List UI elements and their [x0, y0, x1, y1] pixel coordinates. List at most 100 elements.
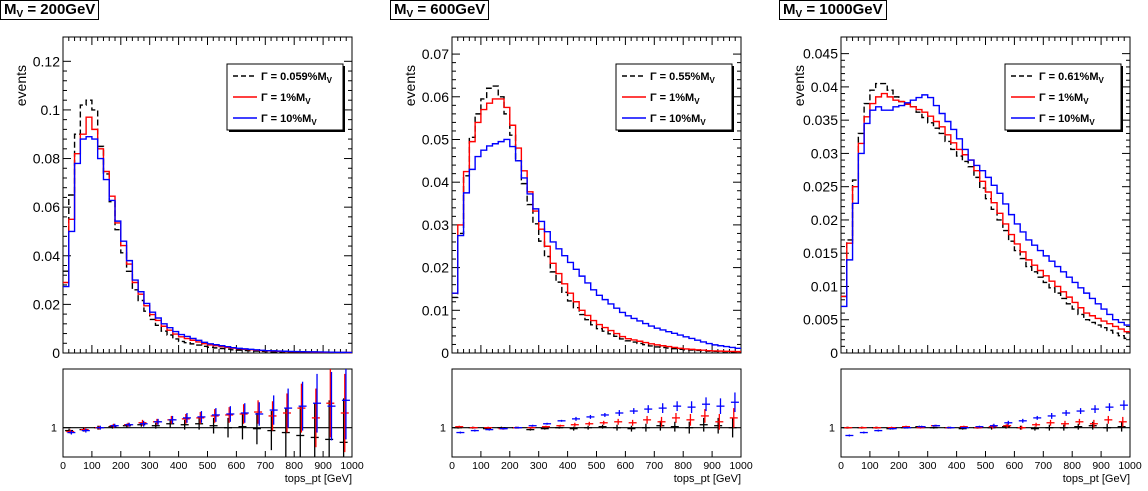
x-tick-label: 700	[646, 460, 664, 472]
series-line-2	[452, 138, 741, 350]
legend-label-text: Γ = 0.059%M	[261, 71, 327, 83]
series-line-0	[63, 99, 352, 354]
series-line-1	[452, 98, 741, 353]
x-tick-label: 1000	[729, 460, 753, 472]
x-tick-label: 200	[890, 460, 908, 472]
y-tick-label: 0.04	[811, 79, 838, 95]
x-tick-label: 1000	[1118, 460, 1142, 472]
ratio-y-tick-label: 1	[829, 423, 835, 435]
x-tick-label: 0	[60, 460, 66, 472]
legend-label-sub: V	[700, 118, 706, 127]
series-line-0	[841, 82, 1130, 340]
legend-label-text: Γ = 10%M	[650, 113, 700, 125]
x-tick-label: 900	[703, 460, 721, 472]
x-tick-label: 800	[285, 460, 303, 472]
y-tick-label: 0.12	[33, 53, 60, 69]
legend-label-1: Γ = 1%MV	[650, 92, 700, 106]
x-tick-label: 400	[948, 460, 966, 472]
legend-label-text: Γ = 1%M	[261, 92, 305, 104]
legend-label-text: Γ = 1%M	[650, 92, 694, 104]
panel-title-600: MV = 600GeV	[390, 0, 490, 20]
x-tick-label: 500	[977, 460, 995, 472]
x-tick-label: 400	[170, 460, 188, 472]
x-tick-label: 1000	[340, 460, 364, 472]
y-tick-label: 0.025	[803, 179, 838, 195]
panel-title-1000: MV = 1000GeV	[779, 0, 887, 20]
series-line-2	[63, 135, 352, 354]
legend-label-sub: V	[1083, 97, 1089, 106]
y-tick-label: 0.04	[422, 174, 449, 190]
ratio-plot-frame	[840, 368, 1131, 458]
series-line-1	[63, 116, 352, 354]
series-line-1	[841, 92, 1130, 333]
y-tick-label: 0.06	[33, 199, 60, 215]
legend-label-sub: V	[311, 118, 317, 127]
legend-label-0: Γ = 0.059%MV	[261, 71, 333, 85]
y-tick-label: 0.05	[422, 131, 449, 147]
title-mass-symbol: M	[394, 1, 407, 18]
x-tick-label: 100	[83, 460, 101, 472]
legend-label-2: Γ = 10%MV	[261, 113, 317, 127]
y-tick-label: 0.03	[422, 217, 449, 233]
y-tick-label: 0.02	[33, 296, 60, 312]
legend-label-text: Γ = 0.55%M	[650, 71, 710, 83]
x-tick-label: 700	[257, 460, 275, 472]
y-tick-label: 0.015	[803, 245, 838, 261]
y-axis-label: events	[13, 65, 29, 106]
legend-label-sub: V	[694, 97, 700, 106]
title-value: = 600GeV	[413, 1, 486, 18]
x-tick-label: 900	[314, 460, 332, 472]
x-tick-label: 100	[472, 460, 490, 472]
x-tick-label: 600	[1006, 460, 1024, 472]
x-axis-label: tops_pt [GeV]	[1063, 473, 1130, 485]
x-tick-label: 300	[141, 460, 159, 472]
legend-label-sub: V	[1089, 118, 1095, 127]
series-line-0	[452, 85, 741, 353]
title-mass-symbol: M	[4, 1, 17, 18]
title-value: = 1000GeV	[802, 1, 883, 18]
y-tick-label: 0.08	[33, 151, 60, 167]
y-tick-label: 0	[830, 345, 838, 361]
legend-label-sub: V	[305, 97, 311, 106]
title-mass-symbol: M	[783, 1, 796, 18]
x-tick-label: 700	[1035, 460, 1053, 472]
y-tick-label: 0.045	[803, 46, 838, 62]
y-tick-label: 0.04	[33, 248, 60, 264]
x-tick-label: 600	[228, 460, 246, 472]
y-tick-label: 0.03	[811, 145, 838, 161]
ratio-y-tick-label: 1	[440, 423, 446, 435]
legend-label-2: Γ = 10%MV	[1039, 113, 1095, 127]
ratio-plot-frame	[451, 368, 742, 458]
x-tick-label: 800	[674, 460, 692, 472]
legend-label-text: Γ = 1%M	[1039, 92, 1083, 104]
y-tick-label: 0.06	[422, 89, 449, 105]
title-sub: V	[795, 9, 803, 20]
x-axis-label: tops_pt [GeV]	[674, 473, 741, 485]
legend-label-text: Γ = 10%M	[1039, 113, 1089, 125]
x-tick-label: 200	[112, 460, 130, 472]
legend-label-0: Γ = 0.61%MV	[1039, 71, 1105, 85]
legend-label-sub: V	[327, 76, 333, 85]
x-tick-label: 100	[861, 460, 879, 472]
legend-label-text: Γ = 10%M	[261, 113, 311, 125]
title-sub: V	[406, 9, 414, 20]
y-tick-label: 0.005	[803, 312, 838, 328]
legend-label-text: Γ = 0.61%M	[1039, 71, 1099, 83]
panel-title-200: MV = 200GeV	[0, 0, 100, 20]
y-tick-label: 0.1	[41, 102, 61, 118]
x-tick-label: 300	[919, 460, 937, 472]
ratio-y-tick-label: 1	[51, 423, 57, 435]
x-tick-label: 800	[1063, 460, 1081, 472]
x-tick-label: 500	[588, 460, 606, 472]
x-tick-label: 900	[1092, 460, 1110, 472]
y-tick-label: 0	[441, 345, 449, 361]
legend-label-1: Γ = 1%MV	[1039, 92, 1089, 106]
y-tick-label: 0	[52, 345, 60, 361]
x-tick-label: 500	[199, 460, 217, 472]
y-tick-label: 0.07	[422, 46, 449, 62]
y-axis-label: events	[402, 65, 418, 106]
